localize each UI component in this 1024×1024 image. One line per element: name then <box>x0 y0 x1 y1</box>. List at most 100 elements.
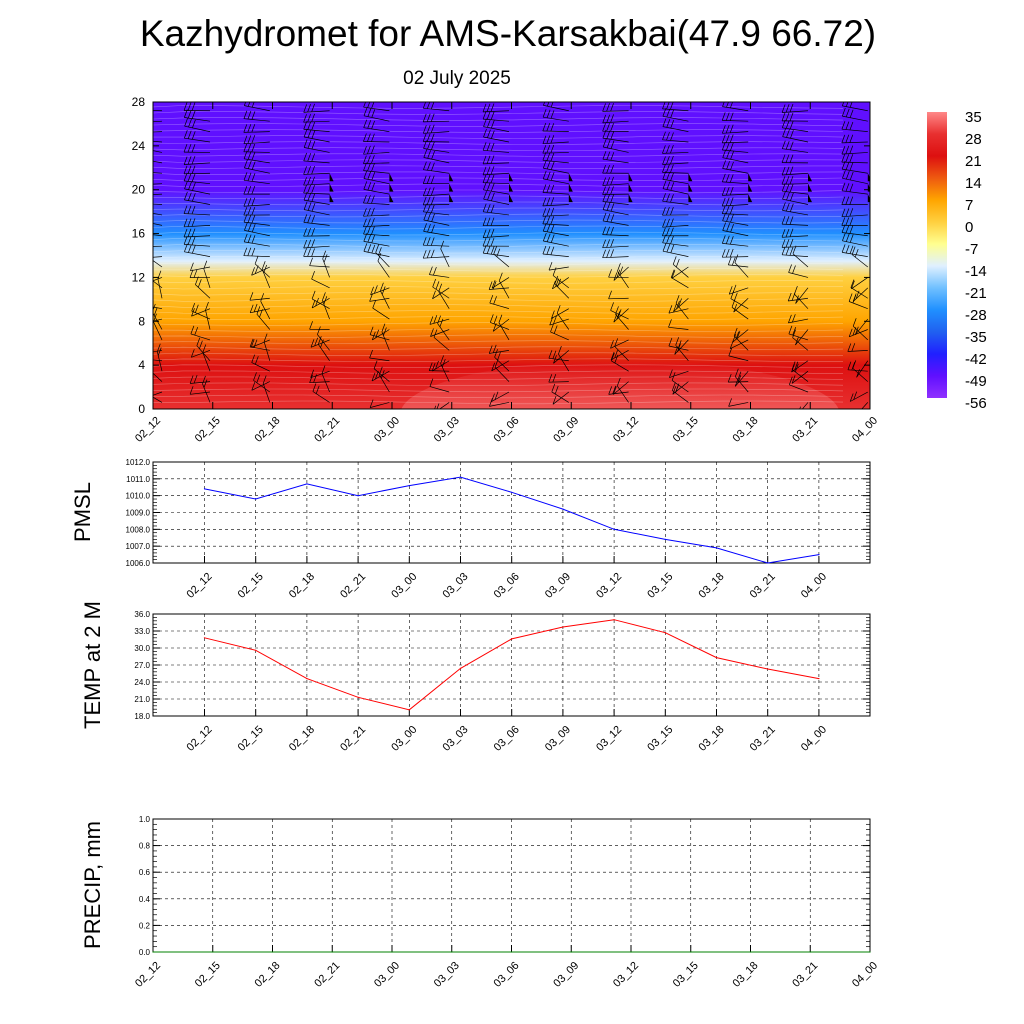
x-tick-label: 03_03 <box>432 960 462 990</box>
wind-barb <box>721 205 749 216</box>
wind-barb <box>183 172 211 185</box>
wind-barb <box>722 149 749 164</box>
wind-barb <box>841 182 870 203</box>
y-tick-label: 0.8 <box>139 842 151 851</box>
x-tick-label: 03_15 <box>671 415 701 445</box>
wind-barb <box>369 399 390 408</box>
wind-barb <box>312 383 330 403</box>
legend-label: 35 <box>965 109 982 126</box>
x-tick-label: 03_21 <box>748 571 778 601</box>
wind-barb <box>558 345 570 372</box>
wind-barb <box>548 261 569 271</box>
wind-barb <box>550 323 569 341</box>
data-point <box>613 528 615 530</box>
wind-barb <box>202 344 211 372</box>
wind-barb <box>153 203 163 205</box>
wind-barb <box>184 243 211 257</box>
x-tick-label: 03_03 <box>432 415 462 445</box>
wind-barb <box>322 292 330 320</box>
wind-barb <box>498 272 510 299</box>
wind-barb <box>430 328 450 337</box>
wind-barb <box>553 350 570 364</box>
wind-barb <box>782 202 809 216</box>
wind-barb <box>610 349 629 361</box>
wind-barb <box>243 124 270 133</box>
wind-barb <box>303 184 334 203</box>
x-tick-label: 03_09 <box>551 960 581 990</box>
wind-barb <box>153 313 163 341</box>
wind-barb <box>848 327 868 338</box>
wind-barb <box>542 215 569 226</box>
y-axis-title: PRECIP, mm <box>80 821 105 949</box>
y-tick-label: 21.0 <box>134 695 150 704</box>
data-point <box>664 538 666 541</box>
wind-barb <box>781 215 809 226</box>
legend-label: -28 <box>965 307 987 324</box>
wind-barb <box>608 290 629 300</box>
wind-barb <box>781 238 809 248</box>
wind-barb <box>482 166 513 182</box>
wind-barb <box>602 164 633 182</box>
x-tick-label: 02_12 <box>133 415 163 445</box>
wind-barb <box>482 110 510 122</box>
y-tick-label: 4 <box>138 358 145 372</box>
wind-barb <box>662 118 689 132</box>
y-tick-label: 1008.0 <box>126 525 151 534</box>
data-point <box>749 951 752 953</box>
wind-barb <box>662 155 689 165</box>
x-tick-label: 02_21 <box>312 415 342 445</box>
wind-barb <box>250 339 270 348</box>
data-point <box>271 951 274 953</box>
data-point <box>767 668 769 670</box>
wind-barb <box>311 270 330 289</box>
wind-barb <box>153 372 163 382</box>
data-point <box>715 547 718 549</box>
y-tick-label: 1011.0 <box>126 475 150 484</box>
wind-barb <box>721 141 749 153</box>
wind-barb <box>722 212 749 226</box>
legend-label: -7 <box>965 241 978 258</box>
wind-barb <box>422 187 454 203</box>
data-point <box>203 488 206 490</box>
wind-barb <box>303 121 330 132</box>
wind-barb <box>153 306 163 310</box>
wind-barb <box>153 120 163 123</box>
x-tick-label: 02_18 <box>287 571 317 601</box>
y-tick-label: 0.2 <box>139 921 151 930</box>
wind-barb <box>153 234 163 237</box>
wind-barb <box>491 391 510 402</box>
wind-barb <box>781 112 809 122</box>
wind-barb <box>851 277 868 290</box>
wind-barb <box>303 139 330 153</box>
x-tick-label: 02_18 <box>287 724 317 754</box>
x-tick-label: 02_12 <box>185 571 215 601</box>
y-tick-label: 30.0 <box>134 644 150 653</box>
wind-barb <box>542 159 573 182</box>
wind-barb <box>363 155 390 164</box>
y-tick-label: 18.0 <box>134 712 150 721</box>
wind-barb <box>542 197 569 207</box>
wind-barb <box>788 264 809 278</box>
wind-barb <box>551 308 569 319</box>
wind-barb <box>363 233 390 247</box>
wind-barb <box>856 360 869 378</box>
wind-barb <box>429 266 450 278</box>
wind-barb <box>482 203 510 216</box>
wind-barb <box>791 360 809 373</box>
wind-barb <box>542 170 573 192</box>
surface-warm-area <box>401 360 839 409</box>
wind-barb <box>850 279 868 299</box>
data-point <box>510 951 513 953</box>
data-point <box>690 951 692 953</box>
data-point <box>562 626 564 628</box>
y-tick-label: 33.0 <box>134 627 150 636</box>
wind-barb <box>662 164 693 182</box>
wind-barb <box>672 381 689 395</box>
wind-barb <box>788 376 809 393</box>
wind-barb <box>422 102 450 112</box>
wind-barb <box>721 124 749 134</box>
wind-barb <box>422 124 450 134</box>
wind-barb <box>670 269 689 289</box>
wind-barb <box>422 133 450 143</box>
wind-barb <box>440 240 450 268</box>
